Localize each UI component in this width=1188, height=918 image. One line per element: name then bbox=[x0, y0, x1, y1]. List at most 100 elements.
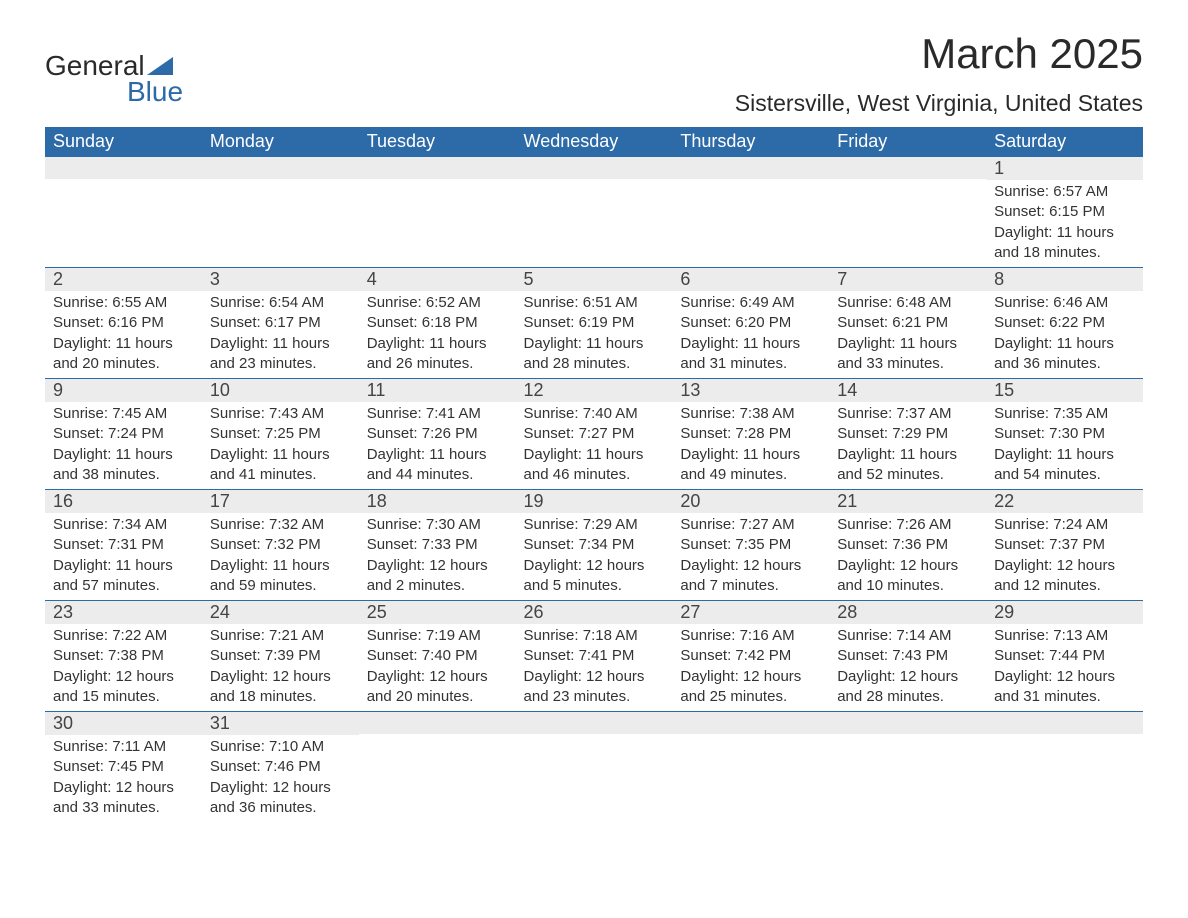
calendar-day-cell: 26Sunrise: 7:18 AMSunset: 7:41 PMDayligh… bbox=[516, 601, 673, 712]
calendar-empty-cell bbox=[986, 712, 1143, 823]
day-number: 5 bbox=[516, 268, 673, 291]
daylight-line: Daylight: 12 hours and 31 minutes. bbox=[994, 667, 1135, 708]
sunrise-line: Sunrise: 7:26 AM bbox=[837, 515, 978, 535]
daylight-line: Daylight: 11 hours and 36 minutes. bbox=[994, 334, 1135, 375]
day-body: Sunrise: 7:27 AMSunset: 7:35 PMDaylight:… bbox=[672, 513, 829, 600]
day-number: 8 bbox=[986, 268, 1143, 291]
sunset-line: Sunset: 7:24 PM bbox=[53, 424, 194, 444]
calendar-empty-cell bbox=[516, 157, 673, 268]
daylight-line: Daylight: 11 hours and 33 minutes. bbox=[837, 334, 978, 375]
calendar-day-cell: 4Sunrise: 6:52 AMSunset: 6:18 PMDaylight… bbox=[359, 268, 516, 379]
calendar-empty-cell bbox=[829, 157, 986, 268]
daylight-line: Daylight: 11 hours and 38 minutes. bbox=[53, 445, 194, 486]
sunset-line: Sunset: 7:34 PM bbox=[524, 535, 665, 555]
daylight-line: Daylight: 11 hours and 59 minutes. bbox=[210, 556, 351, 597]
day-body: Sunrise: 7:41 AMSunset: 7:26 PMDaylight:… bbox=[359, 402, 516, 489]
day-body: Sunrise: 7:24 AMSunset: 7:37 PMDaylight:… bbox=[986, 513, 1143, 600]
sunrise-line: Sunrise: 7:29 AM bbox=[524, 515, 665, 535]
daylight-line: Daylight: 12 hours and 25 minutes. bbox=[680, 667, 821, 708]
calendar-day-cell: 9Sunrise: 7:45 AMSunset: 7:24 PMDaylight… bbox=[45, 379, 202, 490]
calendar-day-cell: 20Sunrise: 7:27 AMSunset: 7:35 PMDayligh… bbox=[672, 490, 829, 601]
day-number: 20 bbox=[672, 490, 829, 513]
day-number: 6 bbox=[672, 268, 829, 291]
daylight-line: Daylight: 12 hours and 28 minutes. bbox=[837, 667, 978, 708]
day-body: Sunrise: 7:45 AMSunset: 7:24 PMDaylight:… bbox=[45, 402, 202, 489]
sunrise-line: Sunrise: 7:18 AM bbox=[524, 626, 665, 646]
calendar-day-cell: 2Sunrise: 6:55 AMSunset: 6:16 PMDaylight… bbox=[45, 268, 202, 379]
sunrise-line: Sunrise: 7:35 AM bbox=[994, 404, 1135, 424]
sunrise-line: Sunrise: 7:21 AM bbox=[210, 626, 351, 646]
location: Sistersville, West Virginia, United Stat… bbox=[735, 90, 1143, 117]
daylight-line: Daylight: 11 hours and 26 minutes. bbox=[367, 334, 508, 375]
sunrise-line: Sunrise: 7:11 AM bbox=[53, 737, 194, 757]
day-body: Sunrise: 7:40 AMSunset: 7:27 PMDaylight:… bbox=[516, 402, 673, 489]
calendar-body: 1Sunrise: 6:57 AMSunset: 6:15 PMDaylight… bbox=[45, 157, 1143, 823]
sunrise-line: Sunrise: 7:24 AM bbox=[994, 515, 1135, 535]
day-number: 24 bbox=[202, 601, 359, 624]
sunrise-line: Sunrise: 7:22 AM bbox=[53, 626, 194, 646]
sunset-line: Sunset: 7:33 PM bbox=[367, 535, 508, 555]
sunset-line: Sunset: 7:32 PM bbox=[210, 535, 351, 555]
day-number: 11 bbox=[359, 379, 516, 402]
sunrise-line: Sunrise: 7:43 AM bbox=[210, 404, 351, 424]
daylight-line: Daylight: 12 hours and 7 minutes. bbox=[680, 556, 821, 597]
calendar-day-cell: 8Sunrise: 6:46 AMSunset: 6:22 PMDaylight… bbox=[986, 268, 1143, 379]
sunset-line: Sunset: 7:37 PM bbox=[994, 535, 1135, 555]
sunset-line: Sunset: 6:21 PM bbox=[837, 313, 978, 333]
day-body: Sunrise: 7:21 AMSunset: 7:39 PMDaylight:… bbox=[202, 624, 359, 711]
sunrise-line: Sunrise: 7:37 AM bbox=[837, 404, 978, 424]
day-number: 4 bbox=[359, 268, 516, 291]
sunrise-line: Sunrise: 7:14 AM bbox=[837, 626, 978, 646]
day-header: Saturday bbox=[986, 127, 1143, 157]
daylight-line: Daylight: 11 hours and 31 minutes. bbox=[680, 334, 821, 375]
calendar-empty-cell bbox=[202, 157, 359, 268]
sunset-line: Sunset: 7:40 PM bbox=[367, 646, 508, 666]
sunrise-line: Sunrise: 6:48 AM bbox=[837, 293, 978, 313]
daylight-line: Daylight: 11 hours and 23 minutes. bbox=[210, 334, 351, 375]
calendar-day-cell: 14Sunrise: 7:37 AMSunset: 7:29 PMDayligh… bbox=[829, 379, 986, 490]
sunset-line: Sunset: 6:16 PM bbox=[53, 313, 194, 333]
sunset-line: Sunset: 7:26 PM bbox=[367, 424, 508, 444]
daylight-line: Daylight: 11 hours and 49 minutes. bbox=[680, 445, 821, 486]
calendar-day-cell: 27Sunrise: 7:16 AMSunset: 7:42 PMDayligh… bbox=[672, 601, 829, 712]
calendar-day-cell: 15Sunrise: 7:35 AMSunset: 7:30 PMDayligh… bbox=[986, 379, 1143, 490]
sunrise-line: Sunrise: 6:46 AM bbox=[994, 293, 1135, 313]
day-number: 26 bbox=[516, 601, 673, 624]
day-number: 1 bbox=[986, 157, 1143, 180]
calendar-day-cell: 12Sunrise: 7:40 AMSunset: 7:27 PMDayligh… bbox=[516, 379, 673, 490]
sunrise-line: Sunrise: 7:40 AM bbox=[524, 404, 665, 424]
day-body: Sunrise: 7:43 AMSunset: 7:25 PMDaylight:… bbox=[202, 402, 359, 489]
calendar-empty-cell bbox=[829, 712, 986, 823]
calendar-day-cell: 29Sunrise: 7:13 AMSunset: 7:44 PMDayligh… bbox=[986, 601, 1143, 712]
daylight-line: Daylight: 12 hours and 2 minutes. bbox=[367, 556, 508, 597]
day-body: Sunrise: 7:37 AMSunset: 7:29 PMDaylight:… bbox=[829, 402, 986, 489]
day-number: 3 bbox=[202, 268, 359, 291]
calendar-week-row: 23Sunrise: 7:22 AMSunset: 7:38 PMDayligh… bbox=[45, 601, 1143, 712]
calendar-empty-cell bbox=[672, 712, 829, 823]
calendar-week-row: 30Sunrise: 7:11 AMSunset: 7:45 PMDayligh… bbox=[45, 712, 1143, 823]
sunset-line: Sunset: 6:22 PM bbox=[994, 313, 1135, 333]
calendar-table: SundayMondayTuesdayWednesdayThursdayFrid… bbox=[45, 127, 1143, 822]
day-number: 9 bbox=[45, 379, 202, 402]
day-body: Sunrise: 6:51 AMSunset: 6:19 PMDaylight:… bbox=[516, 291, 673, 378]
sunrise-line: Sunrise: 7:45 AM bbox=[53, 404, 194, 424]
day-header: Thursday bbox=[672, 127, 829, 157]
sunset-line: Sunset: 6:15 PM bbox=[994, 202, 1135, 222]
calendar-day-cell: 13Sunrise: 7:38 AMSunset: 7:28 PMDayligh… bbox=[672, 379, 829, 490]
calendar-empty-cell bbox=[672, 157, 829, 268]
sunset-line: Sunset: 7:29 PM bbox=[837, 424, 978, 444]
day-number: 22 bbox=[986, 490, 1143, 513]
sunrise-line: Sunrise: 7:41 AM bbox=[367, 404, 508, 424]
day-body: Sunrise: 6:54 AMSunset: 6:17 PMDaylight:… bbox=[202, 291, 359, 378]
day-body: Sunrise: 6:52 AMSunset: 6:18 PMDaylight:… bbox=[359, 291, 516, 378]
sunset-line: Sunset: 7:36 PM bbox=[837, 535, 978, 555]
header: General Blue March 2025 Sistersville, We… bbox=[45, 30, 1143, 117]
calendar-day-cell: 23Sunrise: 7:22 AMSunset: 7:38 PMDayligh… bbox=[45, 601, 202, 712]
sunrise-line: Sunrise: 7:19 AM bbox=[367, 626, 508, 646]
day-number: 17 bbox=[202, 490, 359, 513]
day-body: Sunrise: 7:14 AMSunset: 7:43 PMDaylight:… bbox=[829, 624, 986, 711]
sunset-line: Sunset: 7:31 PM bbox=[53, 535, 194, 555]
day-number: 15 bbox=[986, 379, 1143, 402]
calendar-day-cell: 1Sunrise: 6:57 AMSunset: 6:15 PMDaylight… bbox=[986, 157, 1143, 268]
sunrise-line: Sunrise: 7:34 AM bbox=[53, 515, 194, 535]
